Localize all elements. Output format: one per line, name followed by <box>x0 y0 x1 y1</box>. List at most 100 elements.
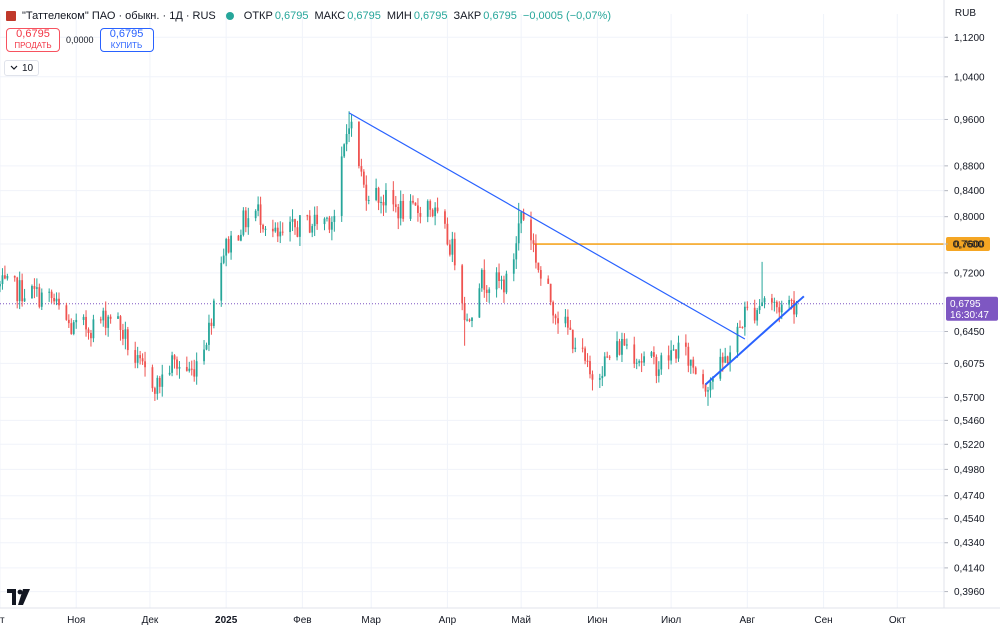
candle-body <box>788 299 791 305</box>
candle-body <box>65 305 68 320</box>
candle-body <box>362 171 365 185</box>
symbol-title[interactable]: "Таттелеком" ПАО · обыкн. · 1Д · RUS <box>22 10 216 22</box>
candle-body <box>375 187 378 200</box>
candle-body <box>736 326 739 353</box>
y-tick-label: 0,8000 <box>954 212 985 223</box>
candle-body <box>210 322 213 326</box>
candle-body <box>547 278 550 284</box>
currency-selector[interactable]: RUB <box>954 8 976 19</box>
sell-button[interactable]: 0,6795 ПРОДАТЬ <box>6 28 60 52</box>
candle-body <box>461 265 464 304</box>
candle-body <box>584 348 586 361</box>
candle-body <box>0 284 1 287</box>
candle-body <box>670 350 673 361</box>
candle-body <box>522 212 525 220</box>
candle-body <box>240 234 242 241</box>
candle-body <box>775 301 778 308</box>
candle-body <box>23 298 26 302</box>
candle-body <box>50 291 53 299</box>
candle-body <box>672 349 675 351</box>
tradingview-logo-icon[interactable] <box>6 586 32 608</box>
candle-body <box>753 307 756 321</box>
candle-body <box>271 228 274 232</box>
candle-body <box>650 352 653 357</box>
candle-body <box>704 384 707 392</box>
candles <box>0 111 798 406</box>
candle-body <box>225 238 228 256</box>
last-price-tag <box>946 296 998 321</box>
candle-body <box>281 231 284 233</box>
candle-body <box>603 356 606 376</box>
candle-body <box>621 338 623 355</box>
candle-body <box>158 377 161 387</box>
y-tick-label: 0,8800 <box>954 161 985 172</box>
trendline-ascending <box>704 295 805 386</box>
ohlc-open-key: ОТКР <box>243 10 273 22</box>
candle-body <box>168 372 171 375</box>
candle-body <box>48 291 51 293</box>
candle-body <box>4 275 6 279</box>
candle-body <box>153 388 156 394</box>
candle-body <box>793 300 795 315</box>
candle-body <box>485 289 488 293</box>
x-tick-label: Июл <box>661 615 681 626</box>
candle-body <box>144 361 146 368</box>
candle-body <box>675 349 677 359</box>
candle-body <box>343 144 346 157</box>
candle-body <box>601 375 604 379</box>
sell-price: 0,6795 <box>16 28 50 40</box>
buy-button[interactable]: 0,6795 КУПИТЬ <box>99 28 154 52</box>
trendlines <box>348 112 805 386</box>
candle-body <box>33 286 36 289</box>
candle-body <box>262 224 264 230</box>
candle-body <box>726 356 729 364</box>
candle-body <box>308 215 311 233</box>
candle-body <box>417 205 419 214</box>
candle-body <box>21 280 24 302</box>
candle-body <box>119 316 122 331</box>
candle-body <box>466 319 468 321</box>
candle-body <box>13 276 16 278</box>
candle-body <box>677 342 680 359</box>
candle-body <box>350 121 353 129</box>
candle-body <box>247 218 250 228</box>
ohlc-high-key: МАКС <box>314 10 346 22</box>
candle-body <box>193 369 196 377</box>
candle-body <box>569 327 572 330</box>
candle-body <box>608 356 611 358</box>
buy-label: КУПИТЬ <box>110 41 143 50</box>
candle-body <box>478 288 481 318</box>
candle-body <box>655 356 658 376</box>
candle-body <box>623 338 626 346</box>
candle-body <box>702 374 704 385</box>
last-price-countdown: 16:30:47 <box>950 310 989 321</box>
candle-body <box>208 322 210 345</box>
candle-body <box>505 273 508 293</box>
candle-body <box>178 366 181 369</box>
candle-body <box>1 275 4 285</box>
candle-body <box>566 316 569 328</box>
candle-body <box>530 219 532 241</box>
candle-body <box>643 356 645 363</box>
candle-body <box>589 361 591 375</box>
candle-body <box>358 121 360 167</box>
candle-body <box>205 344 208 350</box>
candle-body <box>790 299 793 301</box>
candle-body <box>512 259 515 274</box>
x-tick-label: Дек <box>142 615 159 626</box>
candle-body <box>203 349 205 362</box>
candle-body <box>156 377 159 394</box>
x-tick-label: 2025 <box>215 615 238 626</box>
y-tick-label: 0,7200 <box>954 268 985 279</box>
candle-body <box>109 316 112 319</box>
y-tick-label: 0,4540 <box>954 514 985 525</box>
y-tick-label: 0,6075 <box>954 359 985 370</box>
candle-body <box>104 310 107 328</box>
indicators-toggle[interactable]: 10 <box>4 60 40 76</box>
candle-body <box>259 204 262 225</box>
candle-body <box>122 330 124 339</box>
candle-body <box>75 319 78 323</box>
candle-body <box>340 156 343 216</box>
